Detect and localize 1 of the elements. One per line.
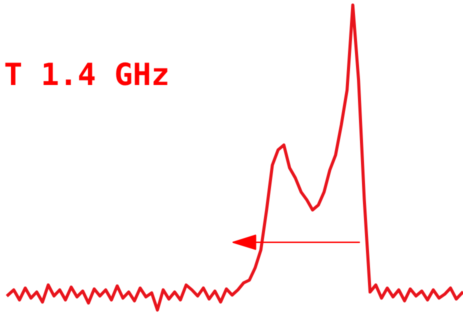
text: T 1.4 GHz bbox=[5, 62, 168, 86]
